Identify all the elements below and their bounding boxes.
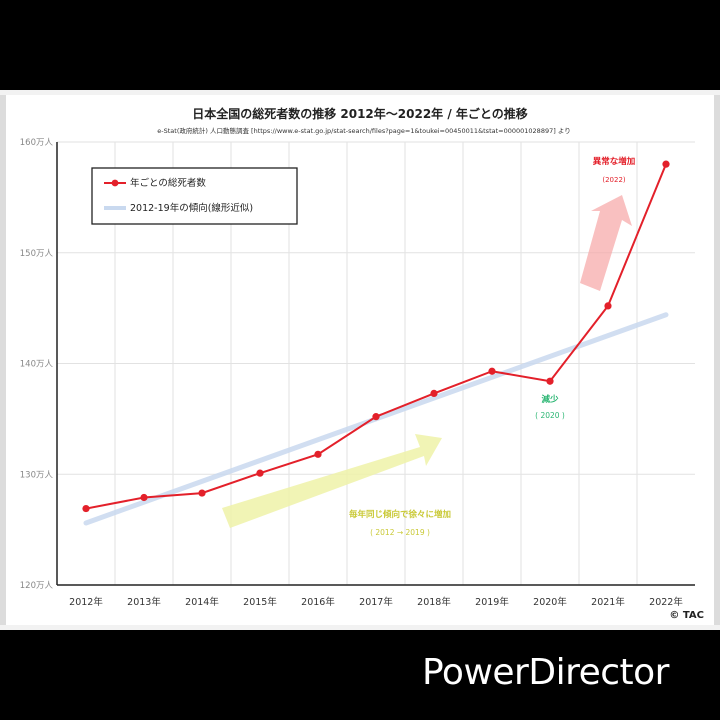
y-tick-label: 150万人 xyxy=(20,249,54,259)
data-point xyxy=(198,489,206,497)
data-point xyxy=(314,450,322,458)
powerdirector-watermark: PowerDirector xyxy=(422,652,669,693)
x-tick-label: 2020年 xyxy=(533,596,567,608)
data-point xyxy=(140,493,148,502)
annotation-increase-label: 異常な増加 xyxy=(593,156,636,167)
red-surge-arrow xyxy=(580,195,632,291)
x-tick-label: 2015年 xyxy=(243,596,277,608)
annotations: 異常な増加 (2022) 減少 ( 2020 ) 毎年同じ傾向で徐々に増加 ( 2012 … xyxy=(349,156,635,537)
x-tick-label: 2021年 xyxy=(591,596,625,608)
data-point xyxy=(430,389,438,398)
legend-label-series: 年ごとの総死者数 xyxy=(130,177,206,189)
x-tick-label: 2013年 xyxy=(127,596,161,608)
annotation-decrease-label: 減少 xyxy=(541,394,559,405)
annotation-increase-year: (2022) xyxy=(602,176,626,184)
trend-arrows xyxy=(222,195,632,528)
y-tick-label: 140万人 xyxy=(20,360,54,370)
data-point xyxy=(604,302,612,310)
y-tick-label: 120万人 xyxy=(20,581,54,591)
data-series xyxy=(82,160,670,513)
data-point xyxy=(662,160,670,168)
legend-swatch-marker xyxy=(111,179,119,187)
x-tick-label: 2018年 xyxy=(417,596,451,608)
annotation-trend-label: 毎年同じ傾向で徐々に増加 xyxy=(349,509,451,520)
y-tick-label: 160万人 xyxy=(20,138,54,148)
y-tick-label: 130万人 xyxy=(20,470,54,480)
annotation-trend-range: ( 2012 → 2019 ) xyxy=(370,528,430,537)
x-tick-label: 2016年 xyxy=(301,596,335,608)
data-point xyxy=(82,504,90,513)
x-tick-label: 2022年 xyxy=(649,596,683,608)
x-tick-label: 2014年 xyxy=(185,596,219,608)
legend-box xyxy=(91,167,298,225)
annotation-decrease-year: ( 2020 ) xyxy=(535,411,565,420)
data-point xyxy=(372,413,380,421)
yellow-trend-arrow xyxy=(222,434,442,528)
axes xyxy=(56,142,695,586)
chart-subtitle: e-Stat(政府統計) 人口動態調査 [https://www.e-stat.… xyxy=(157,126,570,135)
copyright: © TAC xyxy=(669,610,704,621)
legend: 年ごとの総死者数 2012-19年の傾向(線形近似) xyxy=(91,167,298,225)
x-tick-label: 2017年 xyxy=(359,596,393,608)
tick-labels: 120万人 130万人 140万人 150万人 160万人 2012年 2013年 2014年… xyxy=(20,138,684,608)
x-tick-label: 2019年 xyxy=(475,596,509,608)
x-tick-label: 2012年 xyxy=(69,596,103,608)
grid xyxy=(57,141,695,585)
chart-title: 日本全国の総死者数の推移 2012年〜2022年 / 年ごとの推移 xyxy=(192,106,528,121)
data-point xyxy=(488,367,496,375)
data-point xyxy=(256,469,264,477)
legend-label-trend: 2012-19年の傾向(線形近似) xyxy=(130,202,253,214)
data-point xyxy=(546,377,554,385)
